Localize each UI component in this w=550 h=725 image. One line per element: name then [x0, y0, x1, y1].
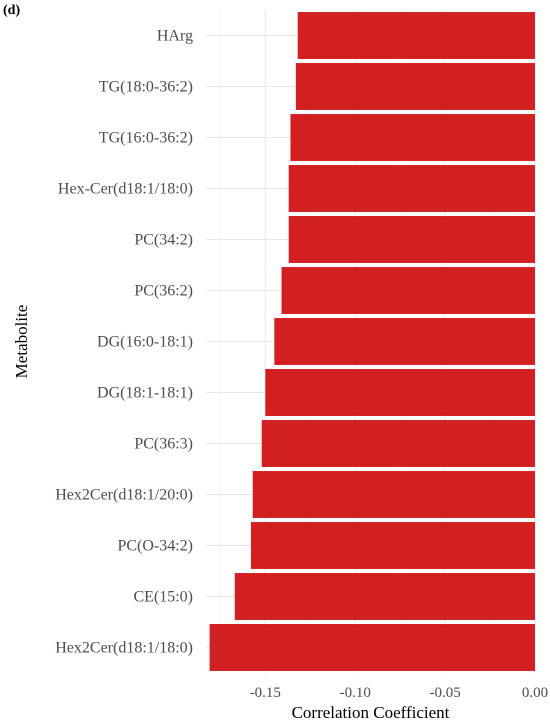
x-tick-label: -0.05: [429, 685, 460, 701]
bars: [209, 12, 536, 671]
x-tick-labels: -0.15 -0.10 -0.05 0.00: [250, 685, 548, 701]
category-label: HArg: [157, 28, 193, 45]
bar: [234, 573, 536, 620]
bar: [288, 216, 535, 263]
category-label: PC(O-34:2): [117, 538, 193, 555]
category-label: PC(34:2): [134, 232, 193, 249]
category-label: TG(16:0-36:2): [99, 130, 193, 147]
bar: [252, 471, 535, 518]
category-label: PC(36:3): [134, 436, 193, 453]
bar: [281, 267, 535, 314]
panel-label: (d): [3, 3, 20, 18]
bar: [297, 12, 535, 59]
bar: [290, 114, 535, 161]
bar: [261, 420, 535, 467]
category-label: Hex2Cer(d18:1/18:0): [55, 640, 193, 657]
category-label: Hex2Cer(d18:1/20:0): [55, 487, 193, 504]
bar: [250, 522, 535, 569]
x-axis-title: Correlation Coefficient: [292, 703, 450, 722]
bar: [295, 63, 535, 110]
x-tick-label: -0.15: [250, 685, 281, 701]
bar: [274, 318, 535, 365]
category-label: DG(16:0-18:1): [97, 334, 193, 351]
x-tick-label: -0.10: [340, 685, 371, 701]
y-axis-title: Metabolite: [12, 305, 31, 379]
category-label: TG(18:0-36:2): [99, 79, 193, 96]
bar: [209, 624, 535, 671]
category-label: Hex-Cer(d18:1/18:0): [58, 181, 193, 198]
bar: [288, 165, 535, 212]
x-tick-label: 0.00: [522, 685, 548, 701]
category-label: PC(36:2): [134, 283, 193, 300]
category-labels: HArg TG(18:0-36:2) TG(16:0-36:2) Hex-Cer(d1…: [55, 28, 193, 657]
category-label: CE(15:0): [133, 589, 193, 606]
bar: [265, 369, 535, 416]
category-label: DG(18:1-18:1): [97, 385, 193, 402]
